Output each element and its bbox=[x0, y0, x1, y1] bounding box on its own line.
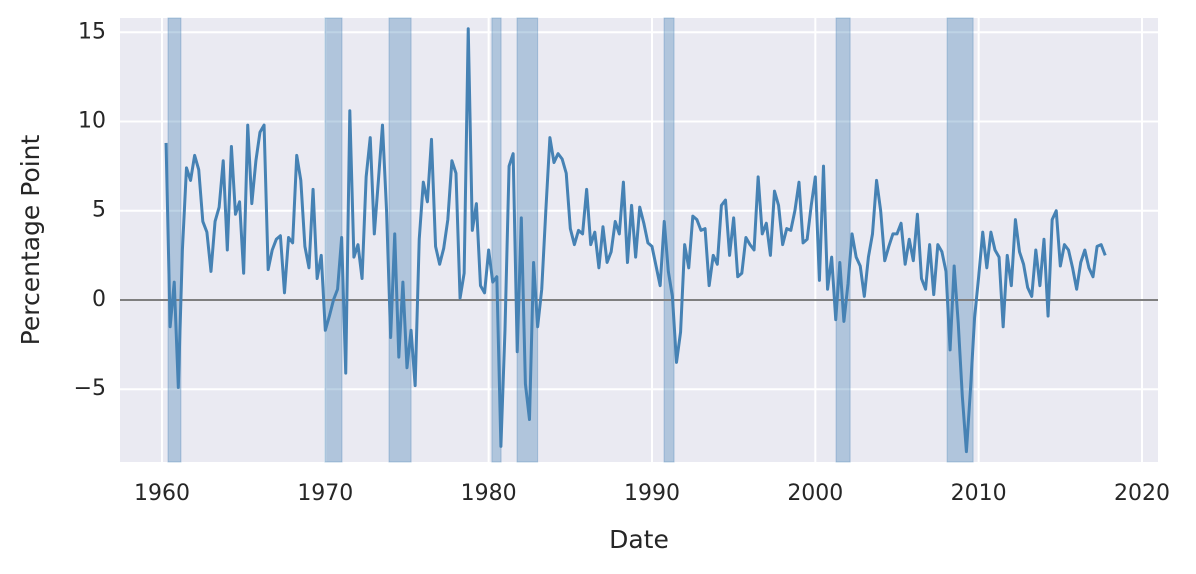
x-tick-label: 2020 bbox=[1114, 481, 1170, 506]
recession-band bbox=[388, 17, 412, 463]
y-tick-label: 10 bbox=[78, 109, 106, 134]
x-tick-label: 1990 bbox=[624, 481, 680, 506]
y-tick-label: −5 bbox=[74, 376, 106, 401]
recession-band bbox=[835, 17, 851, 463]
data-line bbox=[164, 27, 1107, 454]
y-axis-label: Percentage Point bbox=[16, 134, 45, 345]
y-tick-label: 0 bbox=[92, 287, 106, 312]
y-tick-label: 5 bbox=[92, 198, 106, 223]
recession-band bbox=[946, 17, 974, 463]
recession-band bbox=[167, 17, 182, 463]
recession-band bbox=[324, 17, 343, 463]
y-tick-label: 15 bbox=[78, 19, 106, 44]
x-axis-label: Date bbox=[609, 525, 669, 554]
x-tick-label: 1960 bbox=[134, 481, 190, 506]
x-tick-label: 1970 bbox=[297, 481, 353, 506]
x-tick-label: 2000 bbox=[787, 481, 843, 506]
x-tick-label: 2010 bbox=[951, 481, 1007, 506]
recession-band bbox=[491, 17, 502, 463]
x-tick-label: 1980 bbox=[461, 481, 517, 506]
